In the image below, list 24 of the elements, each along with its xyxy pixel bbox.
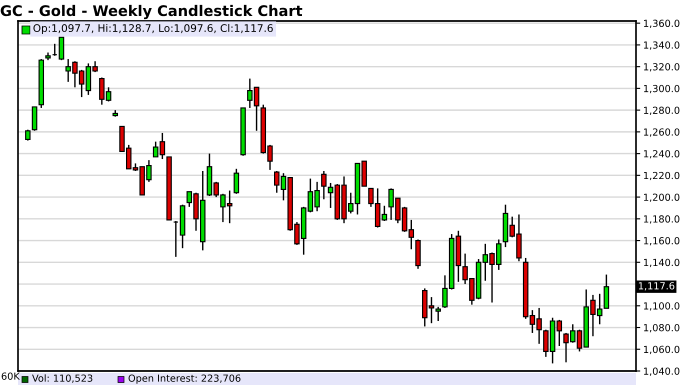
y-tick-label: 1,180.0 [644,215,680,224]
text: 1,117.6 [638,282,674,290]
text: 60K [2,372,20,380]
y-tick-label: 1,360.0 [644,20,680,28]
candlestick [234,168,240,195]
y-tick-label: 1,080.0 [644,324,680,332]
text: Vol: 110,523 [32,374,92,383]
y-tick-label: 1,200.0 [644,194,680,202]
y-tick-label: 1,300.0 [644,84,680,94]
y-tick-label: 1,060.0 [644,346,680,354]
y-tick-label: 1,260.0 [644,128,680,137]
annotation: Op:1,097.7, Hi:1,128.7, Lo:1,097.6, Cl:1,117.6 [33,24,273,34]
y-tick-label: 1,240.0 [644,150,680,158]
y-tick-label: 1,160.0 [644,237,680,246]
y-tick-label: 1,220.0 [644,172,680,180]
y-tick-label: 1,100.0 [644,302,680,311]
text: Open Interest: 223,706 [128,374,240,384]
y-tick-label: 1,140.0 [644,258,680,268]
chart-title: GC - Gold - Weekly Candlestick Chart [0,4,302,20]
y-tick-label: 1,340.0 [644,41,680,50]
candlestick [435,306,441,322]
y-tick-label: 1,280.0 [644,106,680,115]
y-tick-label: 1,040.0 [644,367,680,376]
y-tick-label: 1,320.0 [644,63,680,72]
